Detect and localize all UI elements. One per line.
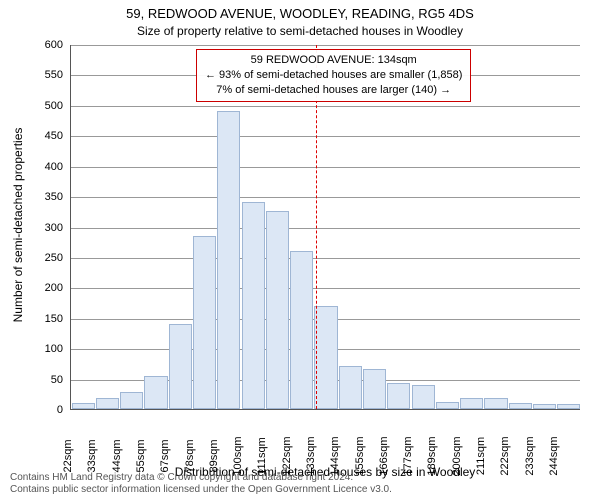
histogram-bar — [242, 202, 265, 409]
y-tick-label: 550 — [23, 69, 63, 81]
histogram-bar — [412, 385, 435, 409]
histogram-bar — [96, 398, 119, 409]
histogram-bar — [290, 251, 313, 409]
histogram-bar — [314, 306, 337, 409]
y-tick-label: 0 — [23, 404, 63, 416]
gridline — [71, 167, 580, 168]
annotation-box: 59 REDWOOD AVENUE: 134sqm← 93% of semi-d… — [196, 49, 471, 102]
y-tick-label: 600 — [23, 39, 63, 51]
histogram-bar — [339, 366, 362, 409]
gridline — [71, 228, 580, 229]
y-tick-label: 150 — [23, 313, 63, 325]
y-tick-label: 200 — [23, 282, 63, 294]
histogram-bar — [460, 398, 483, 409]
y-tick-label: 100 — [23, 343, 63, 355]
histogram-bar — [72, 403, 95, 409]
footer: Contains HM Land Registry data © Crown c… — [10, 472, 590, 496]
title-line-2: Size of property relative to semi-detach… — [0, 24, 600, 38]
histogram-bar — [533, 404, 556, 409]
histogram-bar — [387, 383, 410, 409]
histogram-bar — [436, 402, 459, 409]
histogram-bar — [484, 398, 507, 409]
histogram-bar — [557, 404, 580, 409]
gridline — [71, 288, 580, 289]
histogram-bar — [363, 369, 386, 409]
histogram-bar — [509, 403, 532, 409]
gridline — [71, 258, 580, 259]
footer-line-1: Contains HM Land Registry data © Crown c… — [10, 472, 353, 483]
chart-container: 59, REDWOOD AVENUE, WOODLEY, READING, RG… — [0, 0, 600, 500]
histogram-bar — [193, 236, 216, 409]
plot-area: 59 REDWOOD AVENUE: 134sqm← 93% of semi-d… — [70, 45, 580, 410]
gridline — [71, 106, 580, 107]
y-tick-label: 450 — [23, 130, 63, 142]
y-tick-label: 50 — [23, 374, 63, 386]
title-line-1: 59, REDWOOD AVENUE, WOODLEY, READING, RG… — [0, 6, 600, 21]
y-tick-label: 300 — [23, 222, 63, 234]
annotation-line: 7% of semi-detached houses are larger (1… — [205, 83, 462, 98]
annotation-line: ← 93% of semi-detached houses are smalle… — [205, 68, 462, 83]
histogram-bar — [217, 111, 240, 409]
footer-line-2: Contains public sector information licen… — [10, 484, 392, 495]
histogram-bar — [266, 211, 289, 409]
histogram-bar — [169, 324, 192, 409]
y-tick-label: 500 — [23, 100, 63, 112]
histogram-bar — [144, 376, 167, 409]
gridline — [71, 197, 580, 198]
y-tick-label: 250 — [23, 252, 63, 264]
histogram-bar — [120, 392, 143, 409]
gridline — [71, 45, 580, 46]
y-tick-label: 400 — [23, 161, 63, 173]
annotation-line: 59 REDWOOD AVENUE: 134sqm — [205, 53, 462, 68]
gridline — [71, 136, 580, 137]
y-tick-label: 350 — [23, 191, 63, 203]
